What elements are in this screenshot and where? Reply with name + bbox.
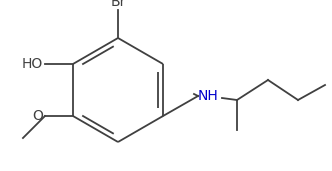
Text: NH: NH <box>198 89 218 103</box>
Text: Br: Br <box>110 0 126 9</box>
Text: HO: HO <box>22 57 43 71</box>
Text: O: O <box>32 109 43 123</box>
